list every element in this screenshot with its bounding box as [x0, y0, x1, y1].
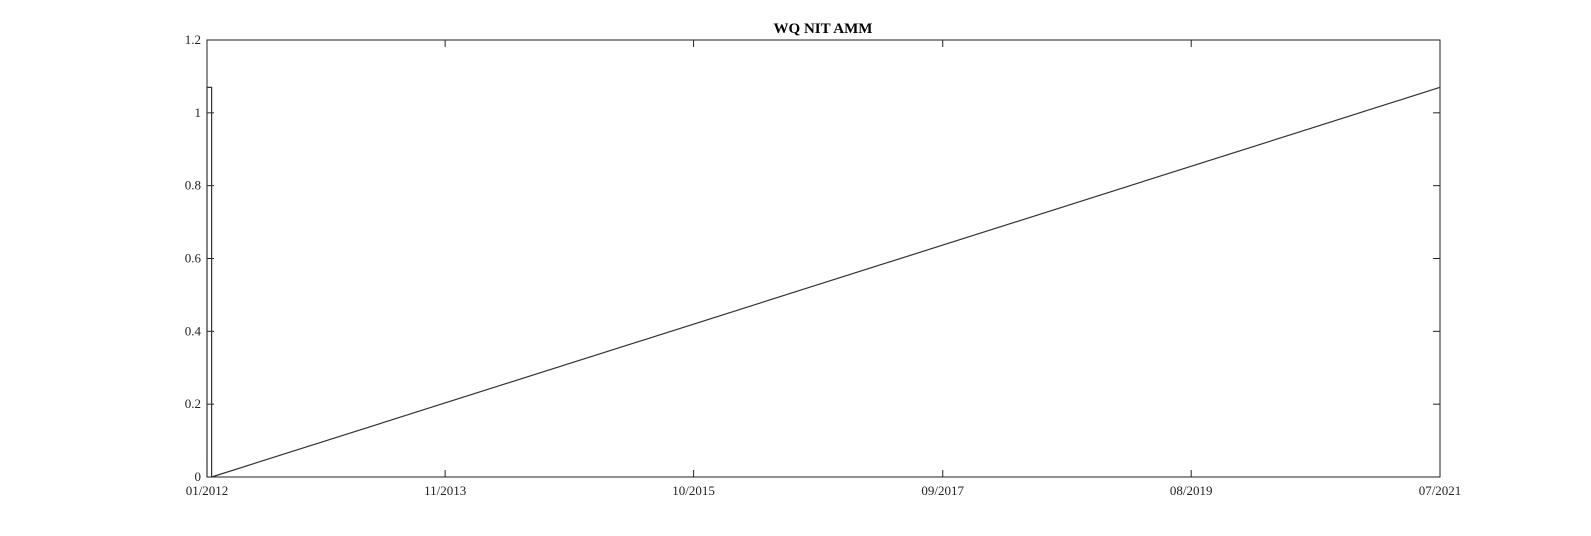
y-tick-label: 0.2 — [185, 396, 201, 411]
x-tick-label: 10/2015 — [672, 483, 715, 498]
x-tick-label: 07/2021 — [1419, 483, 1462, 498]
y-tick-label: 1 — [195, 105, 202, 120]
series-line-0 — [206, 86, 1441, 478]
y-tick-label: 0.8 — [185, 178, 201, 193]
y-axis: 0 0.2 0.4 0.6 0.8 1 1.2 — [185, 32, 1440, 484]
x-tick-label: 09/2017 — [921, 483, 964, 498]
y-tick-label: 0.6 — [185, 251, 202, 266]
series-layer — [206, 86, 1441, 478]
y-tick-label: 1.2 — [185, 32, 201, 47]
x-tick-label: 01/2012 — [186, 483, 229, 498]
x-axis: 01/2012 11/2013 10/2015 09/2017 08/2019 07/20… — [186, 40, 1462, 498]
chart-title: WQ NIT AMM — [774, 21, 873, 37]
x-tick-label: 08/2019 — [1170, 483, 1213, 498]
x-tick-label: 11/2013 — [424, 483, 466, 498]
y-tick-label: 0.4 — [185, 323, 202, 338]
y-tick-label: 0 — [195, 469, 202, 484]
plot-frame — [206, 39, 1441, 478]
